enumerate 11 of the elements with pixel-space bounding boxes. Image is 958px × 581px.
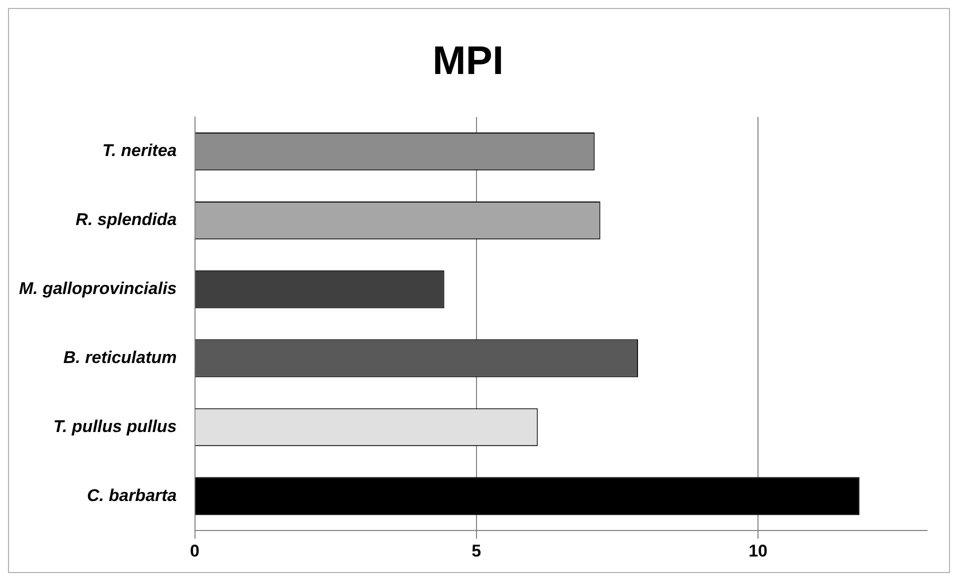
y-tick-label: M. galloprovincialis (18, 279, 177, 298)
y-tick-label: T. pullus pullus (53, 416, 177, 436)
x-tick-label: 5 (472, 541, 482, 560)
bar (195, 477, 860, 516)
chart-title: MPI (432, 39, 504, 84)
x-tick-label: 10 (748, 541, 768, 560)
x-tick-label: 0 (190, 541, 200, 560)
y-tick-label: T. neritea (102, 141, 177, 160)
y-tick-label: B. reticulatum (63, 348, 177, 367)
y-tick-label: R. splendida (76, 210, 177, 230)
y-tick-label: C. barbarta (87, 486, 177, 505)
